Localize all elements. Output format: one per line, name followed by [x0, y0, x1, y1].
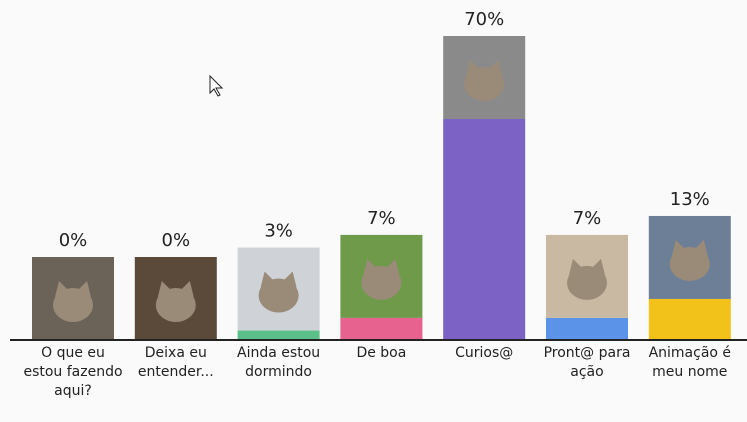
cat-image — [649, 216, 731, 299]
value-label: 13% — [670, 189, 710, 210]
category-label: Ainda estou dormindo — [229, 344, 329, 382]
value-label: 70% — [464, 9, 504, 30]
category-label: De boa — [331, 344, 431, 363]
category-label: Curios@ — [434, 344, 534, 363]
value-label: 3% — [264, 221, 293, 242]
value-label: 0% — [162, 230, 191, 251]
category-label: Animação é meu nome — [640, 344, 740, 382]
category-label: Deixa eu entender... — [134, 344, 218, 382]
cat-image — [32, 257, 114, 340]
category-label: Pront@ para ação — [537, 344, 637, 382]
poll-results: 0% 0% 3% 7% 70% 7% 13% O que eu estou fazendo … — [0, 0, 747, 422]
cat-image — [443, 36, 525, 119]
cat-image — [546, 235, 628, 318]
value-label: 7% — [573, 208, 602, 229]
value-label: 7% — [367, 208, 396, 229]
value-label: 0% — [59, 230, 88, 251]
cat-image — [238, 248, 320, 331]
bar — [238, 331, 320, 340]
bar — [340, 318, 422, 340]
cat-image — [340, 235, 422, 318]
category-label: O que eu estou fazendo aqui? — [23, 344, 123, 401]
bar — [546, 318, 628, 340]
cat-image — [135, 257, 217, 340]
bar — [649, 299, 731, 340]
bar — [443, 119, 525, 340]
